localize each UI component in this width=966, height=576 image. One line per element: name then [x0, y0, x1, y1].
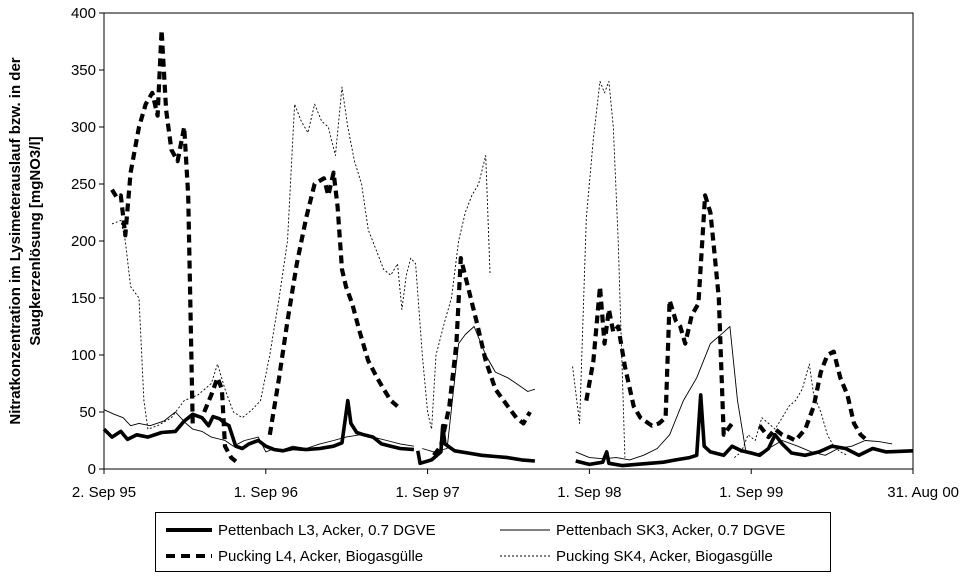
series-line — [270, 173, 398, 435]
series-line — [422, 327, 535, 452]
y-tick-label: 100 — [71, 347, 96, 364]
series-line — [112, 30, 193, 423]
y-tick-label: 50 — [79, 404, 96, 421]
x-tick-label: 2. Sep 95 — [72, 484, 136, 501]
legend-item-pettenbach-l3: Pettenbach L3, Acker, 0.7 DGVE — [164, 519, 436, 541]
y-tick-label: 250 — [71, 176, 96, 193]
series-2 — [112, 30, 867, 463]
legend-item-pettenbach-sk3: Pettenbach SK3, Acker, 0.7 DGVE — [498, 519, 785, 541]
y-tick-label: 150 — [71, 290, 96, 307]
line-chart: 0 50 100 150 200 250 300 350 400 2. Sep 95 1. Sep… — [0, 0, 966, 510]
series-line — [104, 410, 414, 452]
legend: Pettenbach L3, Acker, 0.7 DGVE Pettenbac… — [155, 512, 831, 572]
series-line — [434, 258, 530, 455]
series-line — [418, 426, 535, 464]
legend-label: Pucking L4, Acker, Biogasgülle — [218, 548, 423, 565]
legend-item-pucking-sk4: Pucking SK4, Acker, Biogasgülle — [498, 545, 773, 567]
legend-item-pucking-l4: Pucking L4, Acker, Biogasgülle — [164, 545, 423, 567]
plot-area — [104, 13, 913, 469]
y-tick-label: 0 — [88, 461, 96, 478]
x-tick-label: 1. Sep 99 — [719, 484, 783, 501]
series-line — [573, 81, 625, 457]
series-3 — [112, 81, 847, 457]
y-axis-label-line-2: Saugkerzenlösung [mgNO3/l] — [27, 136, 44, 345]
y-tick-label: 200 — [71, 233, 96, 250]
legend-swatch-thick-solid — [164, 525, 214, 535]
x-tick-label: 1. Sep 96 — [234, 484, 298, 501]
y-tick-label: 400 — [71, 5, 96, 22]
y-tick-label: 350 — [71, 62, 96, 79]
legend-swatch-thin-solid — [498, 525, 552, 535]
series-line — [576, 395, 913, 466]
x-tick-label: 1. Sep 98 — [557, 484, 621, 501]
series-line — [586, 195, 732, 434]
legend-swatch-thick-dash — [164, 551, 214, 561]
y-tick-label: 300 — [71, 119, 96, 136]
series-line — [760, 352, 868, 441]
legend-label: Pettenbach L3, Acker, 0.7 DGVE — [218, 522, 436, 539]
legend-label: Pucking SK4, Acker, Biogasgülle — [556, 548, 773, 565]
y-axis-label-line-1: Nitratkonzentration im Lysimeterauslauf … — [7, 57, 24, 424]
x-tick-label: 1. Sep 97 — [395, 484, 459, 501]
legend-swatch-thin-dotted — [498, 551, 552, 561]
x-tick-label: 31. Aug 00 — [887, 484, 959, 501]
legend-label: Pettenbach SK3, Acker, 0.7 DGVE — [556, 522, 785, 539]
